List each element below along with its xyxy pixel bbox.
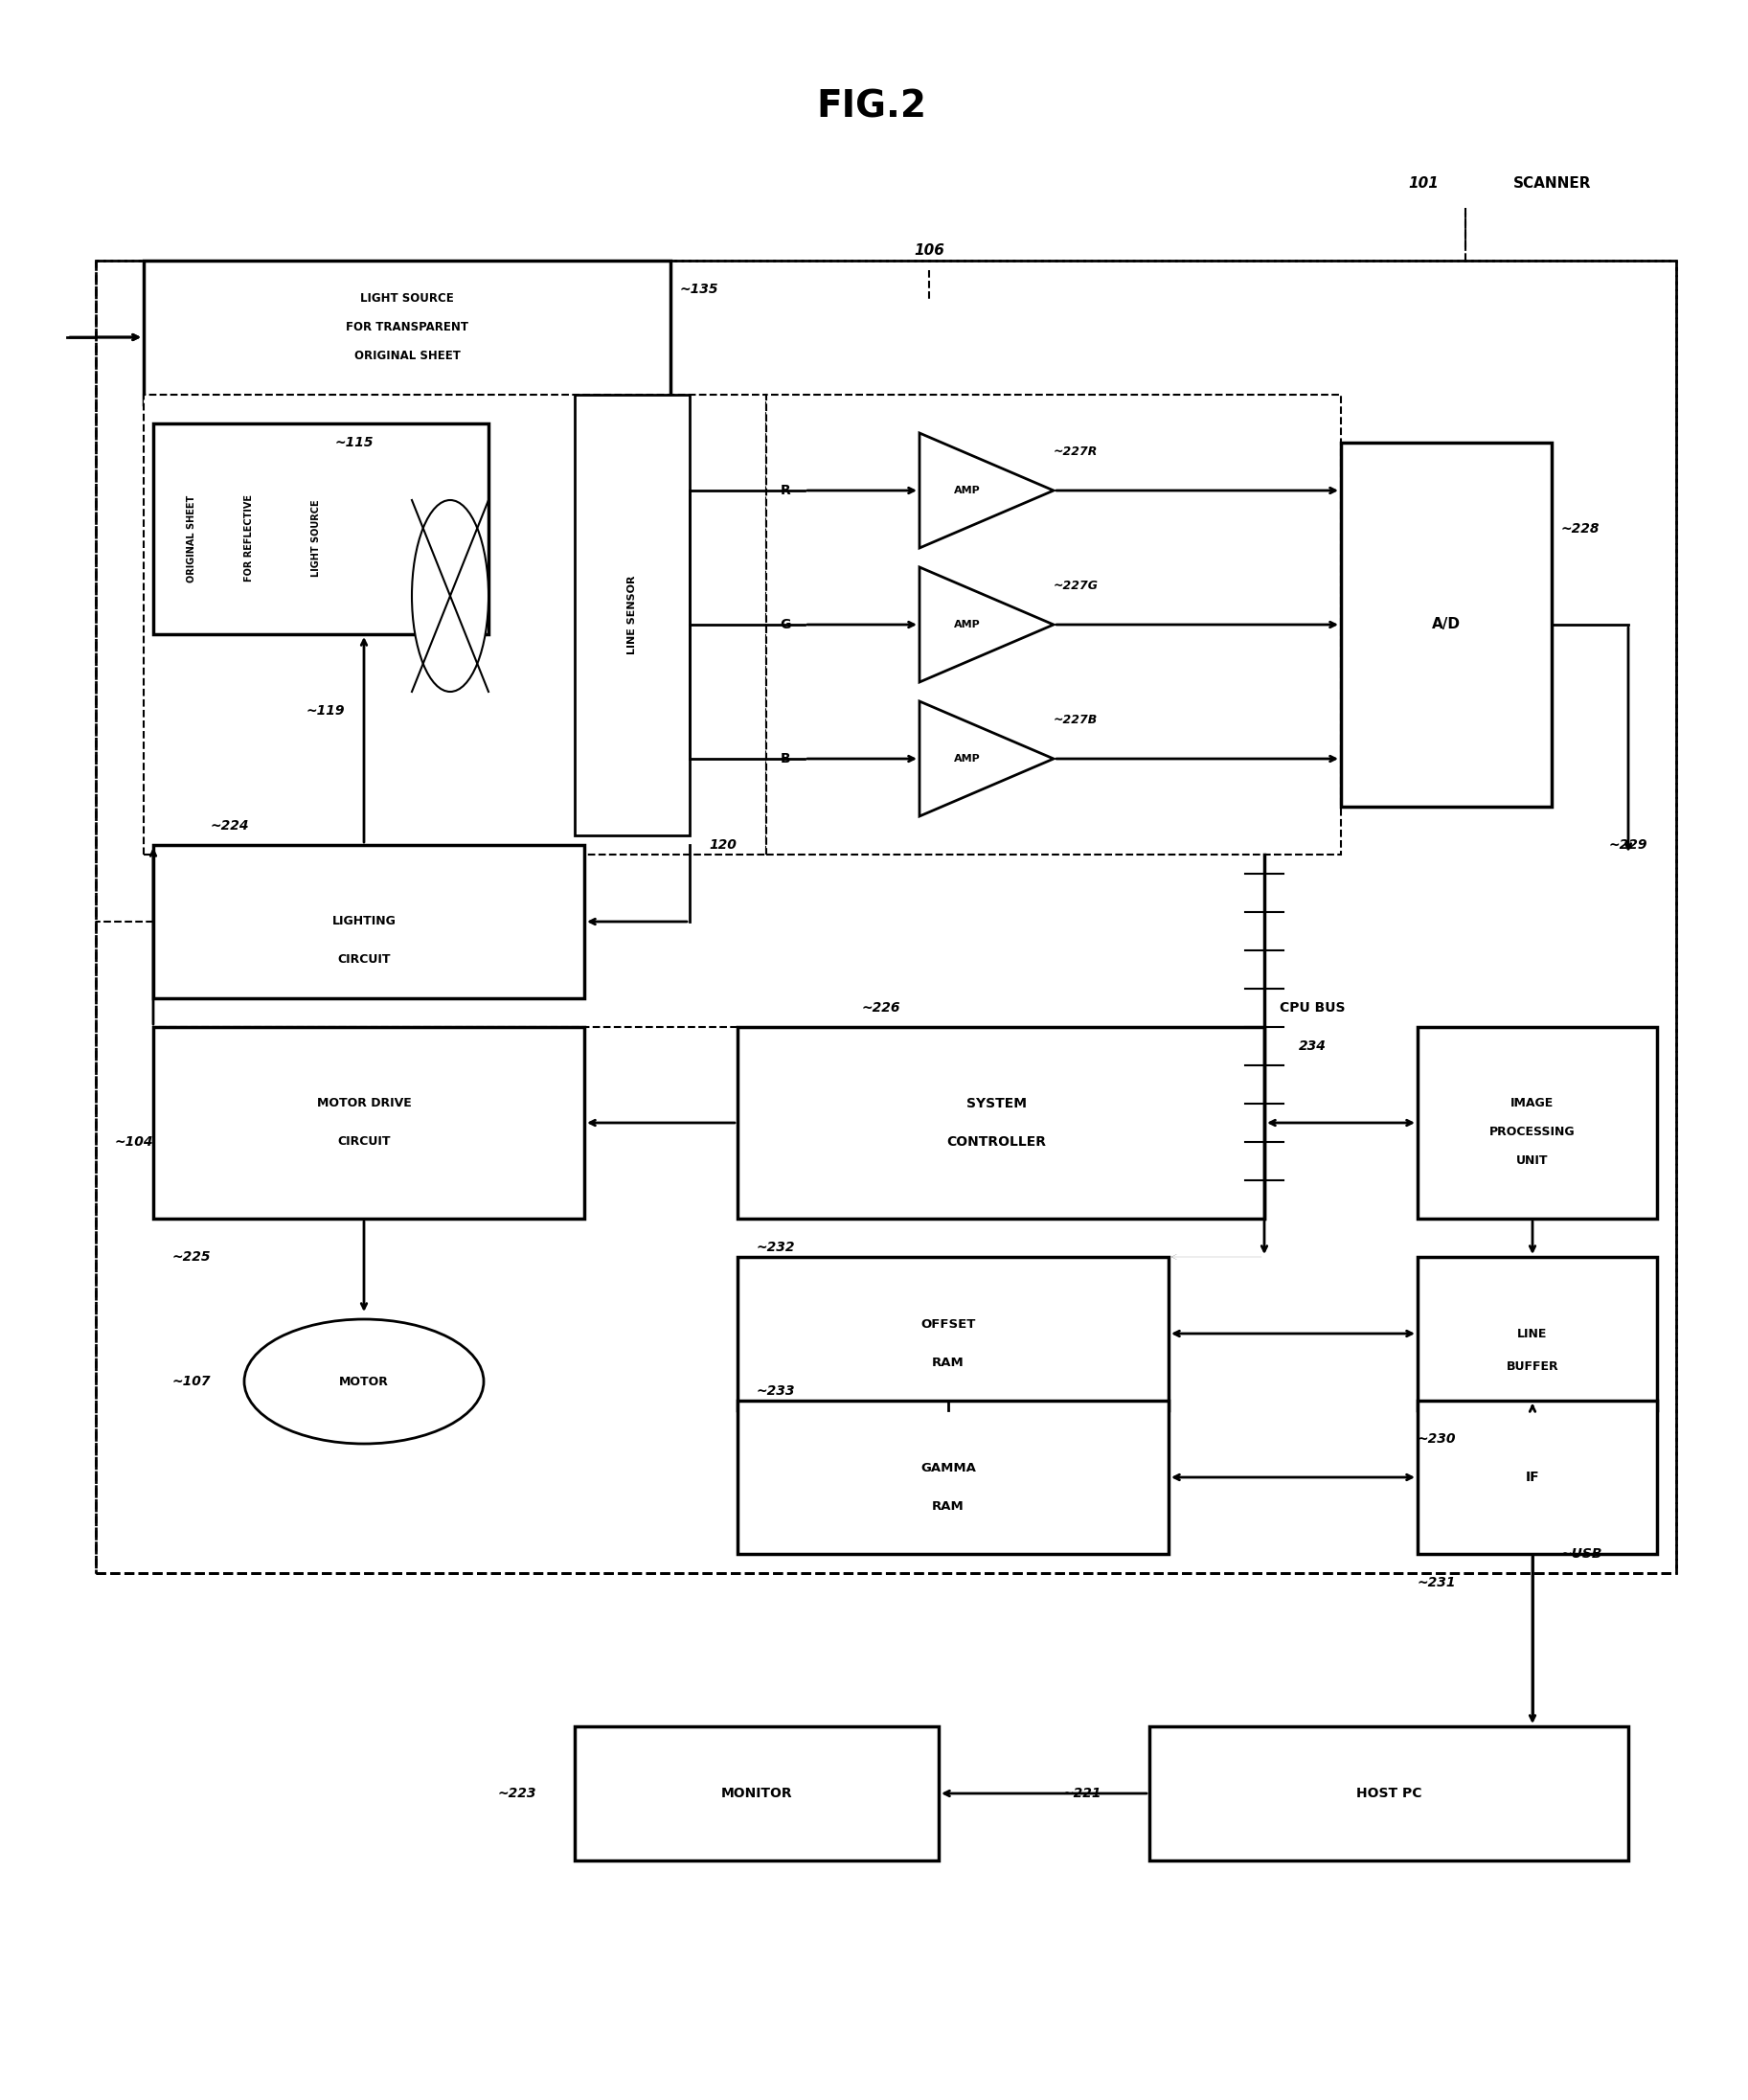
Text: ~229: ~229: [1610, 838, 1648, 853]
Text: ~227G: ~227G: [1054, 580, 1098, 592]
FancyBboxPatch shape: [96, 260, 1676, 1573]
Text: RAM: RAM: [932, 1357, 965, 1369]
Text: GAMMA: GAMMA: [921, 1462, 975, 1474]
Text: CONTROLLER: CONTROLLER: [946, 1136, 1045, 1149]
FancyBboxPatch shape: [575, 395, 690, 836]
Text: MOTOR DRIVE: MOTOR DRIVE: [316, 1098, 411, 1111]
Text: HOST PC: HOST PC: [1356, 1787, 1421, 1800]
FancyBboxPatch shape: [154, 844, 584, 998]
Text: B: B: [780, 752, 790, 767]
Text: RAM: RAM: [932, 1499, 965, 1512]
FancyBboxPatch shape: [143, 395, 766, 855]
Text: LIGHT SOURCE: LIGHT SOURCE: [360, 292, 454, 304]
Text: ~225: ~225: [173, 1250, 212, 1264]
Text: LIGHTING: LIGHTING: [332, 916, 397, 928]
Text: ~115: ~115: [336, 437, 374, 449]
Text: IMAGE: IMAGE: [1510, 1098, 1554, 1111]
Text: LINE SENSOR: LINE SENSOR: [628, 575, 636, 655]
FancyBboxPatch shape: [738, 1258, 1168, 1411]
Text: CIRCUIT: CIRCUIT: [337, 953, 390, 966]
Text: ~107: ~107: [173, 1376, 212, 1388]
FancyBboxPatch shape: [143, 260, 671, 405]
Text: ~231: ~231: [1418, 1575, 1456, 1590]
Text: AMP: AMP: [954, 754, 981, 764]
Text: ORIGINAL SHEET: ORIGINAL SHEET: [187, 496, 196, 582]
Text: ~224: ~224: [212, 819, 250, 832]
Polygon shape: [919, 433, 1054, 548]
Text: SYSTEM: SYSTEM: [967, 1096, 1026, 1111]
Text: ~227B: ~227B: [1054, 714, 1098, 727]
Text: LINE: LINE: [1517, 1327, 1547, 1340]
Text: ~230: ~230: [1418, 1432, 1456, 1445]
Text: IF: IF: [1526, 1470, 1540, 1485]
Ellipse shape: [245, 1319, 484, 1445]
Text: ~226: ~226: [862, 1002, 900, 1014]
FancyBboxPatch shape: [1341, 443, 1552, 806]
Text: G: G: [780, 617, 790, 632]
Text: 120: 120: [708, 838, 736, 853]
Text: R: R: [780, 483, 790, 498]
FancyBboxPatch shape: [1150, 1726, 1629, 1861]
Text: ORIGINAL SHEET: ORIGINAL SHEET: [353, 351, 460, 363]
Text: 106: 106: [914, 244, 944, 258]
Text: FOR TRANSPARENT: FOR TRANSPARENT: [346, 321, 468, 334]
Text: ~221: ~221: [1063, 1787, 1101, 1800]
Polygon shape: [919, 567, 1054, 682]
Text: PROCESSING: PROCESSING: [1489, 1126, 1575, 1138]
Text: ~227R: ~227R: [1054, 445, 1098, 458]
Text: ~USB: ~USB: [1561, 1548, 1603, 1560]
Text: MOTOR: MOTOR: [339, 1376, 388, 1388]
Text: 234: 234: [1299, 1040, 1327, 1052]
FancyBboxPatch shape: [575, 1726, 939, 1861]
Text: LIGHT SOURCE: LIGHT SOURCE: [311, 500, 322, 578]
Polygon shape: [919, 701, 1054, 817]
Text: OFFSET: OFFSET: [921, 1319, 975, 1329]
Text: ~232: ~232: [757, 1241, 795, 1254]
FancyBboxPatch shape: [1418, 1258, 1657, 1411]
Text: A/D: A/D: [1432, 617, 1461, 632]
Text: ~104: ~104: [115, 1136, 154, 1149]
FancyBboxPatch shape: [1418, 1401, 1657, 1554]
FancyBboxPatch shape: [738, 1401, 1168, 1554]
Ellipse shape: [413, 500, 488, 691]
Text: AMP: AMP: [954, 620, 981, 630]
Text: ~233: ~233: [757, 1384, 795, 1399]
Text: ~119: ~119: [306, 704, 346, 718]
Text: ~223: ~223: [498, 1787, 537, 1800]
FancyBboxPatch shape: [154, 424, 488, 634]
Text: BUFFER: BUFFER: [1507, 1361, 1559, 1373]
Text: FOR REFLECTIVE: FOR REFLECTIVE: [245, 496, 253, 582]
Text: CIRCUIT: CIRCUIT: [337, 1136, 390, 1149]
Text: UNIT: UNIT: [1517, 1155, 1549, 1168]
Text: CPU BUS: CPU BUS: [1280, 1002, 1344, 1014]
FancyBboxPatch shape: [1418, 1027, 1657, 1218]
Text: ~135: ~135: [680, 284, 718, 296]
Text: SCANNER: SCANNER: [1514, 176, 1591, 191]
FancyBboxPatch shape: [766, 395, 1341, 855]
Text: AMP: AMP: [954, 485, 981, 496]
Text: 101: 101: [1407, 176, 1439, 191]
Text: FIG.2: FIG.2: [816, 88, 926, 126]
Text: MONITOR: MONITOR: [720, 1787, 792, 1800]
FancyBboxPatch shape: [154, 1027, 584, 1218]
FancyBboxPatch shape: [738, 1027, 1264, 1218]
Text: ~228: ~228: [1561, 523, 1599, 536]
